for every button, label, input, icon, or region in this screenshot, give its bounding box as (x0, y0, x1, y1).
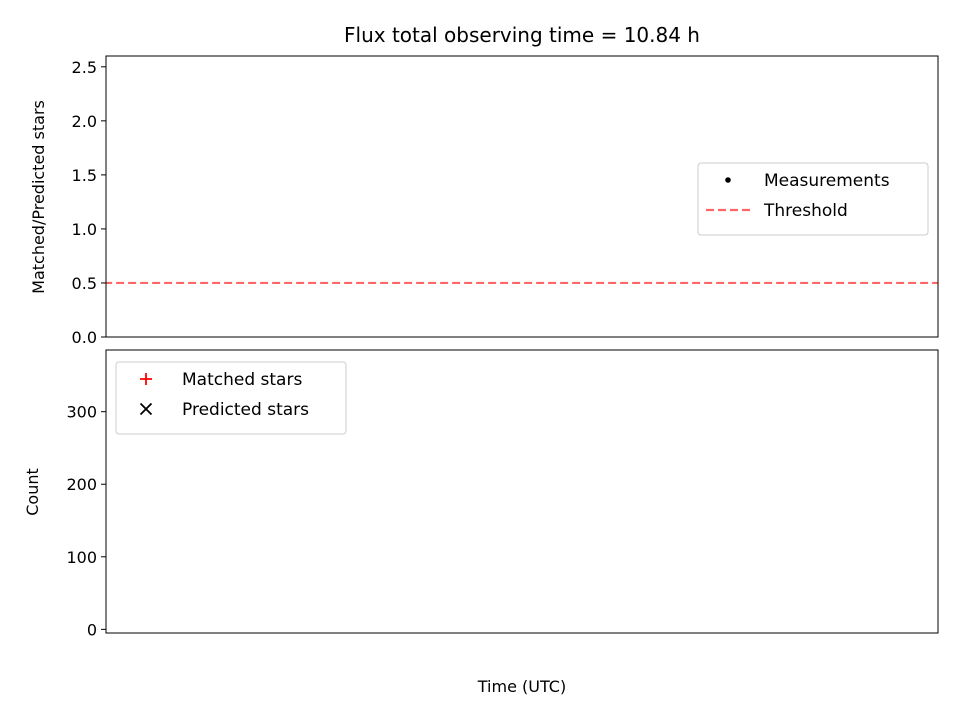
legend-marker (725, 177, 731, 183)
legend-label: Measurements (764, 171, 890, 191)
y-tick-label: 0.5 (72, 274, 97, 293)
top-panel: 0.0 0.5 1.0 1.5 2.0 2.5 Measurements Threshold (72, 55, 939, 347)
plot-area (106, 281, 938, 285)
legend-label: Threshold (763, 201, 848, 221)
y-tick-label: 2.5 (72, 58, 97, 77)
legend-label: Matched stars (182, 370, 302, 390)
legend-marker (139, 402, 153, 416)
y-tick-label: 2.0 (72, 112, 97, 131)
x-axis-label: Time (UTC) (477, 677, 566, 696)
legend: Measurements Threshold (697, 162, 929, 236)
bottom-y-axis-label: Count (23, 468, 42, 516)
y-tick-label: 0.0 (72, 328, 97, 347)
bottom-panel: 010020030018:0020:0022:0000:0002:0004:00… (66, 349, 939, 639)
y-tick-label: 1.0 (72, 220, 97, 239)
axes-frame (105, 55, 939, 338)
y-tick-label: 100 (66, 548, 97, 567)
y-tick-label: 200 (66, 475, 97, 494)
legend-box (115, 361, 347, 435)
legend: Matched stars Predicted stars (115, 361, 347, 435)
legend-box (697, 162, 929, 236)
chart-title: Flux total observing time = 10.84 h (344, 23, 700, 47)
top-y-axis-label: Matched/Predicted stars (29, 100, 48, 294)
y-tick-label: 300 (66, 403, 97, 422)
y-tick-label: 1.5 (72, 166, 97, 185)
legend-marker (140, 373, 152, 385)
axes-frame (105, 349, 939, 634)
legend-label: Predicted stars (182, 400, 309, 420)
y-tick-label: 0 (87, 620, 97, 639)
